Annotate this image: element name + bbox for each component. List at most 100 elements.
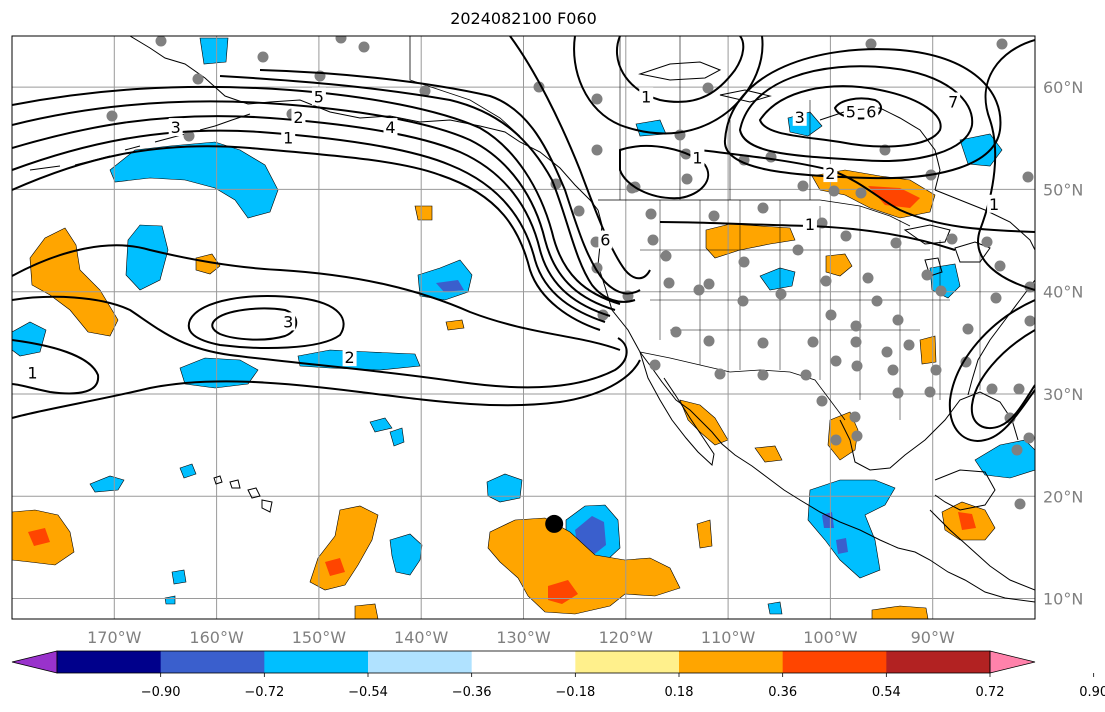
contour-label-background [690, 148, 705, 167]
contour-label-background [311, 87, 326, 106]
negative-anomaly-patch [389, 533, 423, 576]
positive-anomaly-patch [871, 605, 929, 619]
gulf-of-mexico-coast [839, 391, 1019, 471]
colorbar-tick-label: 0.18 [665, 685, 694, 700]
longitude-label: 170°W [87, 628, 142, 647]
contour-line [509, 36, 651, 280]
contour-line [219, 75, 636, 303]
canada-provinces [619, 36, 811, 200]
colorbar-tick-label: −0.36 [452, 685, 492, 700]
colorbar-bin [160, 651, 265, 673]
longitude-label: 130°W [496, 628, 551, 647]
latitude-label: 50°N [1043, 180, 1083, 199]
latitude-tick-labels: 60°N 50°N 40°N 30°N 20°N 10°N [1043, 78, 1083, 608]
positive-anomaly-patch-strong [548, 580, 578, 604]
latitude-label: 60°N [1043, 78, 1083, 97]
contour-line [12, 145, 601, 331]
contour-line [12, 85, 621, 305]
us-canada-border [598, 199, 911, 227]
contour-label-background [281, 128, 296, 147]
east-us-coast [967, 279, 1035, 396]
contour-label-background [946, 92, 961, 111]
negative-anomaly-patch [125, 224, 169, 291]
contour-line [259, 69, 641, 295]
colorbar-tick-label: 0.90 [1079, 685, 1105, 700]
colorbar-bin [57, 651, 162, 673]
contour-line [12, 359, 641, 419]
longitude-label: 90°W [911, 628, 955, 647]
contour-line [699, 149, 1035, 233]
positive-anomaly-patch [309, 505, 379, 591]
contour-line [211, 307, 298, 341]
central-america [929, 509, 1035, 591]
positive-anomaly-patch [354, 603, 379, 619]
north-america-west-coast [597, 209, 1035, 603]
contour-line [187, 295, 345, 349]
contour-label: 1 [805, 215, 815, 234]
latitude-label: 10°N [1043, 590, 1083, 609]
contour-label: 1 [641, 87, 651, 106]
colorbar-tick-label: −0.72 [244, 685, 284, 700]
colorbar-tick-label: 0.54 [872, 685, 901, 700]
colorbar-tick-label: 0.36 [768, 685, 797, 700]
positive-anomaly-patch [679, 399, 783, 463]
graticule [12, 36, 1035, 619]
negative-anomaly-patch-strong [436, 280, 464, 292]
longitude-label: 160°W [189, 628, 244, 647]
negative-anomaly-patch [109, 141, 279, 219]
us-mexico-border [639, 351, 846, 421]
negative-anomaly-patch [199, 37, 229, 65]
contour-line [12, 100, 616, 311]
longitude-label: 140°W [394, 628, 449, 647]
colorbar-tick-label: −0.90 [141, 685, 181, 700]
positive-anomaly-patch [29, 227, 119, 337]
contour-label-background [792, 107, 807, 126]
contour-line [723, 48, 1002, 180]
storm-marker [545, 514, 564, 533]
contour-label: 7 [948, 92, 958, 111]
latitude-label: 20°N [1043, 487, 1083, 506]
contour-label: 5 [314, 87, 324, 106]
contour-label-background [291, 107, 306, 126]
contour-line [12, 115, 611, 317]
contour-label-background [281, 312, 296, 331]
negative-anomaly-patch [89, 463, 197, 493]
contour-label: 2 [293, 108, 303, 127]
negative-anomaly-patch-strong [822, 512, 848, 554]
east-canada-coast [934, 189, 1035, 251]
longitude-label: 150°W [292, 628, 347, 647]
contour-label-background [823, 164, 838, 183]
longitude-label: 110°W [701, 628, 756, 647]
contour-line [970, 329, 1035, 430]
contour-line [573, 36, 764, 135]
contour-line [738, 65, 974, 162]
colorbar-tick-label: −0.18 [555, 685, 595, 700]
positive-anomaly-patch-strong [958, 512, 976, 530]
contour-label: 3 [171, 118, 181, 137]
negative-anomaly-patch [369, 417, 405, 447]
contour-line [12, 339, 100, 395]
contour-label: 5 [846, 103, 856, 122]
positive-anomaly-patch [827, 335, 937, 461]
colorbar-extend-low [11, 650, 58, 674]
contour-label: 3 [795, 108, 805, 127]
contour-label: 2 [344, 348, 354, 367]
contour-label: 6 [866, 103, 876, 122]
contour-label: 1 [692, 149, 702, 168]
contour-line [12, 129, 606, 323]
contour-line [615, 36, 745, 103]
contour-line [12, 295, 628, 389]
contour-line [948, 299, 1035, 442]
colorbar-extend-high [989, 650, 1036, 674]
colorbar-bin [886, 651, 991, 673]
contour-label-background [864, 102, 879, 121]
contour-label-background [843, 102, 858, 121]
contour-line [758, 85, 942, 148]
contour-label-background [987, 194, 1002, 213]
map-title: 2024082100 F060 [450, 9, 597, 28]
contour-label: 1 [27, 364, 37, 383]
colorbar-tick-label: 0.72 [976, 685, 1005, 700]
